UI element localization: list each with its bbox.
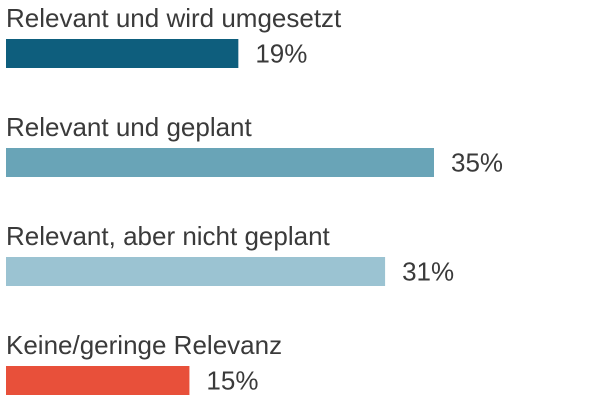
value-label: 31% bbox=[402, 257, 454, 287]
value-label: 35% bbox=[451, 148, 503, 178]
category-label: Relevant, aber nicht geplant bbox=[6, 221, 331, 251]
category-label: Relevant und geplant bbox=[6, 112, 253, 142]
category-label: Relevant und wird umgesetzt bbox=[6, 3, 342, 33]
value-label: 15% bbox=[206, 366, 258, 396]
bar bbox=[6, 39, 239, 68]
bar bbox=[6, 257, 386, 286]
value-label: 19% bbox=[255, 39, 307, 69]
bar bbox=[6, 366, 190, 395]
bar bbox=[6, 148, 434, 177]
category-label: Keine/geringe Relevanz bbox=[6, 330, 282, 360]
